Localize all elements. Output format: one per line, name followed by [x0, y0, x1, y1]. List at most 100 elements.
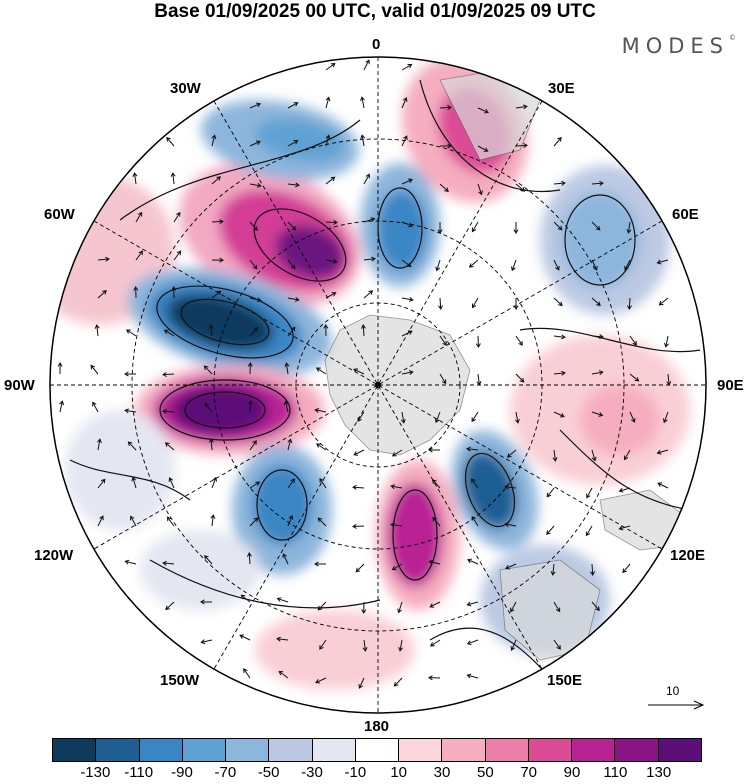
wind-arrow	[467, 558, 479, 565]
lon-label-0: 0	[372, 36, 381, 53]
wind-arrow	[515, 373, 525, 383]
wind-arrow	[249, 182, 262, 188]
wind-arrow	[200, 599, 213, 605]
wind-arrow	[477, 183, 483, 196]
wind-arrow	[391, 563, 403, 571]
wind-arrow	[249, 221, 258, 231]
wind-arrow	[287, 478, 295, 489]
wind-arrow	[510, 259, 517, 272]
wind-arrow	[249, 259, 258, 270]
wind-arrow	[59, 400, 65, 413]
wind-arrow	[401, 370, 414, 375]
colorbar-tick-label: 50	[476, 764, 494, 781]
wind-arrow	[471, 478, 479, 489]
wind-arrow	[124, 559, 137, 565]
wind-arrow	[282, 553, 289, 565]
wind-arrow	[591, 180, 604, 186]
wind-arrow	[476, 373, 482, 386]
wind-arrow	[666, 373, 672, 386]
wind-arrow	[325, 292, 337, 299]
wind-arrow	[125, 329, 137, 337]
wind-arrow	[428, 675, 441, 681]
wind-arrow	[586, 487, 593, 499]
wind-arrow	[94, 324, 100, 337]
wind-arrow	[439, 105, 452, 111]
wind-arrow	[656, 449, 669, 455]
wind-arrow	[162, 408, 175, 414]
wind-arrow	[203, 365, 213, 375]
reference-vector-label: 10	[666, 684, 680, 698]
wind-arrow	[505, 563, 517, 570]
wind-arrow	[170, 172, 176, 185]
wind-arrow	[283, 400, 289, 413]
wind-arrow	[249, 327, 259, 337]
wind-arrow	[360, 324, 366, 337]
wind-arrow	[629, 411, 636, 423]
wind-arrow	[466, 446, 479, 452]
wind-arrow	[439, 335, 447, 346]
wind-arrow	[200, 639, 213, 645]
wind-arrow	[208, 438, 214, 451]
wind-arrow	[357, 411, 365, 423]
wind-arrow	[431, 479, 441, 489]
colorbar-tick-label: -10	[344, 764, 367, 781]
wind-arrow	[553, 180, 566, 186]
wind-arrow	[591, 334, 604, 340]
lon-label-60w: 60W	[44, 206, 75, 223]
wind-arrow	[135, 250, 144, 261]
lon-label-30w: 30W	[170, 80, 201, 97]
wind-arrow	[434, 411, 441, 424]
wind-arrow	[362, 639, 368, 652]
wind-arrow	[173, 250, 182, 261]
wind-arrow	[352, 484, 365, 490]
wind-arrow	[164, 442, 175, 451]
wind-arrow	[657, 482, 669, 489]
wind-arrow	[276, 597, 289, 603]
wind-arrow	[439, 183, 449, 192]
wind-arrow	[553, 370, 566, 376]
wind-arrow	[553, 259, 560, 271]
pole-marker	[375, 382, 381, 388]
wind-arrow	[352, 523, 365, 529]
wind-arrow	[400, 411, 406, 424]
wind-arrow	[401, 178, 413, 185]
wind-arrow	[249, 140, 261, 147]
lon-label-120e: 120E	[670, 547, 706, 564]
wind-arrow	[553, 601, 561, 613]
colorbar-swatch	[182, 739, 227, 761]
colorbar-tick-label: 130	[646, 764, 672, 781]
colorbar-swatch	[572, 739, 616, 761]
wind-arrow	[325, 176, 336, 185]
wind-arrow	[90, 364, 99, 375]
wind-arrow	[466, 639, 479, 646]
wind-arrow	[163, 329, 175, 337]
wind-arrow	[471, 411, 479, 423]
wind-arrow	[546, 525, 555, 536]
wind-arrow	[401, 221, 414, 228]
wind-arrow	[211, 134, 217, 147]
wind-arrow	[553, 411, 565, 418]
wind-arrow	[618, 487, 631, 493]
reference-vector: 10	[646, 684, 706, 714]
modes-logo: MODES©	[621, 34, 736, 58]
colorbar-swatch	[139, 739, 183, 761]
wind-arrow	[315, 367, 327, 375]
wind-arrow	[468, 259, 479, 268]
wind-arrow	[546, 487, 555, 498]
wind-arrow	[663, 335, 669, 348]
colorbar-swatch	[528, 739, 573, 761]
wind-arrow	[204, 402, 213, 413]
wind-arrow	[97, 478, 106, 489]
colorbar-tick-label: 10	[390, 764, 407, 781]
wind-arrow	[662, 411, 669, 424]
wind-arrow	[466, 673, 479, 679]
wind-arrow	[591, 370, 604, 376]
wind-arrow	[624, 259, 631, 271]
wind-arrow	[243, 668, 251, 679]
wind-arrow	[287, 259, 296, 270]
wind-arrow	[168, 477, 175, 489]
lon-label-30e: 30E	[548, 80, 575, 97]
wind-arrow	[211, 476, 218, 489]
colorbar-swatch	[53, 739, 97, 761]
wind-arrow	[361, 601, 367, 614]
